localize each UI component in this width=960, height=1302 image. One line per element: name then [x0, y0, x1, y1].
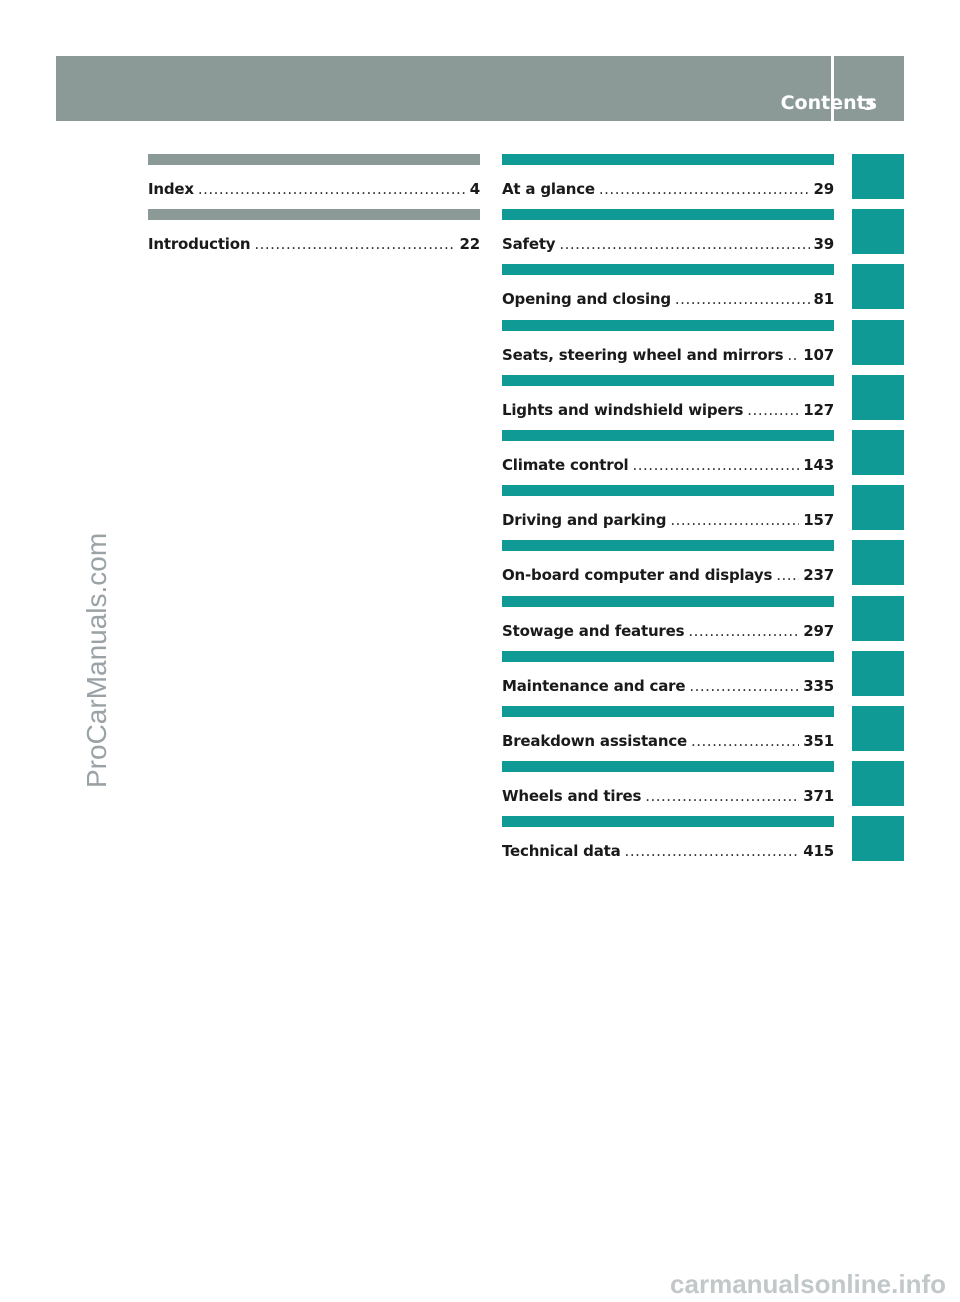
section-tab[interactable]	[852, 540, 904, 586]
toc-entry-bar	[502, 209, 834, 221]
section-tab[interactable]	[852, 816, 904, 862]
toc-entry-on-board-computer[interactable]: On-board computer and displays 237	[502, 540, 834, 595]
dot-leader	[559, 234, 809, 254]
toc-entry-title: Technical data	[502, 842, 621, 861]
toc-entry-title: Maintenance and care	[502, 676, 686, 695]
header-divider	[831, 56, 834, 121]
toc-entry-bar	[502, 816, 834, 828]
toc-entry-bar	[502, 540, 834, 552]
toc-entry-index[interactable]: Index 4	[148, 154, 480, 209]
dot-leader	[633, 455, 800, 475]
dot-leader	[787, 345, 799, 365]
toc-entry-stowage[interactable]: Stowage and features 297	[502, 595, 834, 651]
toc-entry-seats[interactable]: Seats, steering wheel and mirrors 107	[502, 319, 834, 375]
toc-entry-bar	[502, 485, 834, 497]
dot-leader	[675, 289, 810, 309]
page-number: 3	[863, 95, 875, 114]
toc-right-column: At a glance 29 Safety 39 Opening and clo…	[502, 154, 834, 871]
toc-entry-title: Introduction	[148, 235, 251, 254]
toc-entry-page: 371	[803, 787, 834, 806]
toc-entry-bar	[502, 429, 834, 441]
toc-entry-page: 143	[803, 455, 834, 474]
toc-entry-wheels-and-tires[interactable]: Wheels and tires 371	[502, 761, 834, 816]
section-thumb-tabs	[852, 154, 904, 871]
toc-entry-title: Seats, steering wheel and mirrors	[502, 345, 784, 364]
section-tab[interactable]	[852, 319, 904, 365]
dot-leader	[688, 621, 799, 641]
toc-entry-safety[interactable]: Safety 39	[502, 209, 834, 264]
toc-entry-page: 39	[813, 235, 835, 254]
toc-entry-page: 157	[803, 511, 834, 530]
toc-entry-page: 335	[803, 676, 834, 695]
toc-entry-title: Index	[148, 180, 194, 198]
section-tab[interactable]	[852, 761, 904, 807]
dot-leader	[776, 565, 799, 585]
section-tab[interactable]	[852, 374, 904, 420]
toc-entry-bar	[502, 761, 834, 773]
dot-leader	[198, 179, 466, 199]
toc-entry-page: 81	[813, 290, 835, 309]
toc-entry-page: 415	[803, 842, 834, 861]
dot-leader	[599, 179, 810, 199]
dot-leader	[645, 786, 799, 806]
toc-entry-title: Stowage and features	[502, 621, 685, 640]
toc-entry-bar	[148, 209, 480, 221]
toc-left-column: Index 4 Introduction 22	[148, 154, 480, 264]
toc-entry-bar	[502, 154, 834, 165]
toc-entry-bar	[148, 154, 480, 165]
toc-entry-title: At a glance	[502, 180, 595, 198]
toc-entry-bar	[502, 595, 834, 607]
dot-leader	[747, 400, 799, 420]
toc-entry-title: Wheels and tires	[502, 787, 642, 806]
toc-entry-title: Opening and closing	[502, 290, 671, 309]
section-tab[interactable]	[852, 705, 904, 751]
toc-entry-climate-control[interactable]: Climate control 143	[502, 429, 834, 485]
section-tab[interactable]	[852, 650, 904, 696]
toc-entry-bar	[502, 705, 834, 717]
toc-entry-driving-and-parking[interactable]: Driving and parking 157	[502, 485, 834, 540]
toc-entry-title: Safety	[502, 235, 556, 254]
toc-entry-page: 22	[459, 235, 481, 254]
toc-entry-technical-data[interactable]: Technical data 415	[502, 816, 834, 871]
toc-entry-bar	[502, 650, 834, 662]
toc-entry-lights[interactable]: Lights and windshield wipers 127	[502, 374, 834, 430]
toc-entry-page: 29	[813, 180, 835, 198]
toc-entry-introduction[interactable]: Introduction 22	[148, 209, 480, 264]
dot-leader	[670, 510, 799, 530]
toc-entry-page: 297	[803, 621, 834, 640]
toc-entry-page: 351	[803, 731, 834, 750]
toc-entry-bar	[502, 264, 834, 276]
dot-leader	[691, 731, 799, 751]
side-watermark: ProCarManuals.com	[81, 532, 112, 788]
toc-entry-bar	[502, 374, 834, 386]
dot-leader	[689, 676, 799, 696]
section-tab[interactable]	[852, 429, 904, 475]
toc-entry-opening-and-closing[interactable]: Opening and closing 81	[502, 264, 834, 319]
dot-leader	[254, 234, 455, 254]
dot-leader	[625, 841, 800, 861]
toc-entry-title: Breakdown assistance	[502, 731, 687, 750]
toc-entry-title: Climate control	[502, 455, 629, 474]
header-bar	[56, 56, 904, 121]
toc-entry-title: Driving and parking	[502, 511, 667, 530]
toc-entry-title: On-board computer and displays	[502, 566, 773, 585]
toc-entry-page: 237	[803, 566, 834, 585]
page-title: Contents	[780, 92, 877, 114]
toc-entry-bar	[502, 319, 834, 331]
toc-entry-page: 4	[469, 180, 480, 198]
bottom-watermark: carmanualsonline.info	[670, 1269, 946, 1299]
toc-entry-title: Lights and windshield wipers	[502, 400, 744, 419]
section-tab[interactable]	[852, 485, 904, 531]
toc-entry-breakdown[interactable]: Breakdown assistance 351	[502, 705, 834, 761]
section-tab[interactable]	[852, 154, 904, 199]
toc-entry-maintenance[interactable]: Maintenance and care 335	[502, 650, 834, 706]
toc-entry-at-a-glance[interactable]: At a glance 29	[502, 154, 834, 209]
toc-entry-page: 127	[803, 400, 834, 419]
section-tab[interactable]	[852, 595, 904, 641]
section-tab[interactable]	[852, 209, 904, 255]
section-tab[interactable]	[852, 264, 904, 310]
toc-entry-page: 107	[803, 345, 834, 364]
